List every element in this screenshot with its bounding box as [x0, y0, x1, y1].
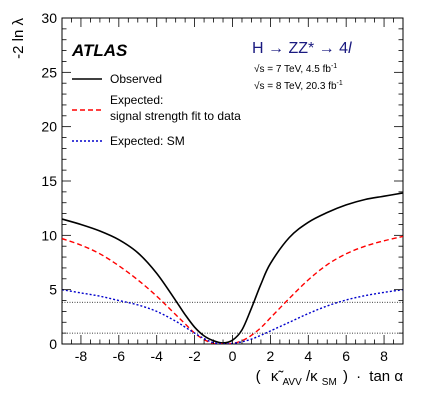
y-tick-label: 5: [49, 282, 57, 298]
y-tick-label: 25: [41, 64, 57, 80]
x-tick-label: 4: [304, 348, 312, 364]
x-tick-label: 6: [342, 348, 350, 364]
x-label-times: ·: [356, 368, 361, 385]
atlas-label: ATLAS: [71, 41, 128, 60]
x-label-kappa-sub: AVV: [282, 377, 302, 388]
energy-text: s = 7 TeV, 4.5 fb: [260, 64, 332, 75]
x-tick-label: -6: [113, 348, 126, 364]
axis-ticks: [61, 17, 404, 345]
legend-label-expected-fit-line2: signal strength fit to data: [110, 109, 241, 123]
x-label-slash: /κ: [306, 368, 318, 385]
sqrt-symbol: √: [254, 80, 260, 92]
legend-label-observed: Observed: [110, 72, 162, 86]
y-tick-label: 15: [41, 173, 57, 189]
legend-label-expected-sm: Expected: SM: [110, 134, 185, 148]
x-tick-label: 2: [266, 348, 274, 364]
x-label-tan: tan α: [369, 368, 403, 385]
y-axis-label: -2 ln λ: [10, 18, 27, 59]
legend-label-expected-fit-line1: Expected:: [110, 93, 163, 107]
x-label-sm-sub: SM: [322, 377, 337, 388]
x-tick-label: -8: [75, 348, 88, 364]
process-lepton: l: [348, 40, 352, 57]
energy-sup: -1: [337, 80, 343, 87]
series-line-observed: [62, 192, 403, 344]
y-tick-label: 30: [41, 10, 57, 26]
sqrt-symbol: √: [254, 63, 260, 75]
series-line-expected-fit: [62, 235, 403, 344]
energy-line-8tev: √s = 8 TeV, 20.3 fb-1: [254, 80, 343, 92]
x-tick-label: 8: [380, 348, 388, 364]
y-tick-label: 10: [41, 227, 57, 243]
reference-lines: [62, 301, 403, 334]
energy-line-7tev: √s = 7 TeV, 4.5 fb-1: [254, 63, 337, 75]
series-lines: [62, 192, 403, 344]
plot-frame: [61, 17, 404, 345]
y-tick-label: 0: [49, 336, 57, 352]
energy-text: s = 8 TeV, 20.3 fb: [260, 81, 337, 92]
x-label-open: (: [256, 368, 261, 385]
x-axis-label: ( κ̃ AVV /κ SM ) · tan α: [256, 368, 404, 389]
x-tick-label: -2: [188, 348, 201, 364]
process-label: H → ZZ* → 4l: [252, 40, 352, 57]
energy-sup: -1: [331, 63, 337, 70]
axis-tick-labels: -8 -6 -4 -2 0 2 4 6 8 0 5 10 15 20 25 30: [41, 10, 388, 364]
x-tick-label: -4: [150, 348, 163, 364]
series-line-expected-sm: [62, 288, 403, 344]
x-label-close: ): [343, 368, 348, 385]
process-main: H → ZZ* → 4: [252, 40, 348, 57]
x-tick-label: 0: [229, 348, 237, 364]
legend: Observed Expected: signal strength fit t…: [72, 72, 241, 148]
y-tick-label: 20: [41, 119, 57, 135]
